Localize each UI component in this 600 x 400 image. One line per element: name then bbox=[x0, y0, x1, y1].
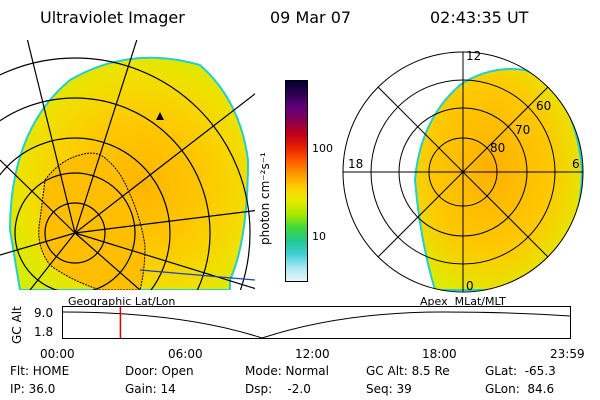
lat-label-80: 80 bbox=[490, 141, 505, 155]
mlt-label-6: 6 bbox=[572, 157, 580, 171]
mlt-label-0: 0 bbox=[466, 279, 474, 293]
lat-label-70: 70 bbox=[515, 123, 530, 137]
geographic-map bbox=[0, 40, 255, 290]
info-glon: GLon: 84.6 bbox=[485, 382, 555, 396]
info-mode: Mode: Normal bbox=[245, 364, 329, 378]
timeline-xtick-3: 18:00 bbox=[422, 347, 457, 361]
timeline-ytick-high: 9.0 bbox=[34, 306, 54, 320]
info-gain: Gain: 14 bbox=[125, 382, 176, 396]
timeline-xtick-0: 00:00 bbox=[40, 347, 75, 361]
mlt-label-18: 18 bbox=[348, 157, 363, 171]
apex-map: 12 18 6 0 60 70 80 bbox=[342, 49, 584, 293]
info-dsp: Dsp: -2.0 bbox=[245, 382, 311, 396]
timeline-ytick-low: 1.8 bbox=[34, 325, 54, 339]
lat-label-60: 60 bbox=[536, 99, 551, 113]
app-title: Ultraviolet Imager bbox=[40, 8, 185, 27]
timeline-xtick-4: 23:59 bbox=[550, 347, 585, 361]
info-glat: GLat: -65.3 bbox=[485, 364, 556, 378]
date-label: 09 Mar 07 bbox=[270, 8, 352, 27]
apex-mlt-lines bbox=[343, 52, 583, 292]
direction-marker bbox=[156, 112, 164, 120]
mlt-label-12: 12 bbox=[466, 49, 481, 63]
timeline-frame bbox=[62, 306, 571, 339]
colorbar-tick-10: 10 bbox=[312, 230, 326, 243]
info-ip: IP: 36.0 bbox=[10, 382, 56, 396]
geo-meridians bbox=[0, 40, 255, 290]
geo-lat-circles bbox=[0, 57, 251, 290]
time-label: 02:43:35 UT bbox=[430, 8, 529, 27]
timeline-plot bbox=[62, 306, 571, 339]
colorbar-unit-label: photon cm⁻²s⁻¹ bbox=[258, 152, 272, 245]
info-flight: Flt: HOME bbox=[10, 364, 70, 378]
colorbar-tick-100: 100 bbox=[312, 142, 333, 155]
terminator-line bbox=[139, 269, 255, 281]
timeline-xtick-2: 12:00 bbox=[295, 347, 330, 361]
apex-map-label: Apex MLat/MLT bbox=[420, 295, 506, 308]
geo-map-label: Geographic Lat/Lon bbox=[68, 295, 176, 308]
info-door: Door: Open bbox=[125, 364, 194, 378]
info-seq: Seq: 39 bbox=[366, 382, 412, 396]
timeline-xtick-1: 06:00 bbox=[168, 347, 203, 361]
timeline-ylabel: GC Alt bbox=[10, 306, 24, 344]
altitude-curve bbox=[62, 311, 571, 339]
info-gc-alt: GC Alt: 8.5 Re bbox=[366, 364, 450, 378]
colorbar bbox=[285, 80, 308, 282]
